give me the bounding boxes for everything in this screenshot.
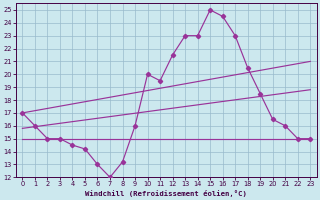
X-axis label: Windchill (Refroidissement éolien,°C): Windchill (Refroidissement éolien,°C)	[85, 190, 247, 197]
